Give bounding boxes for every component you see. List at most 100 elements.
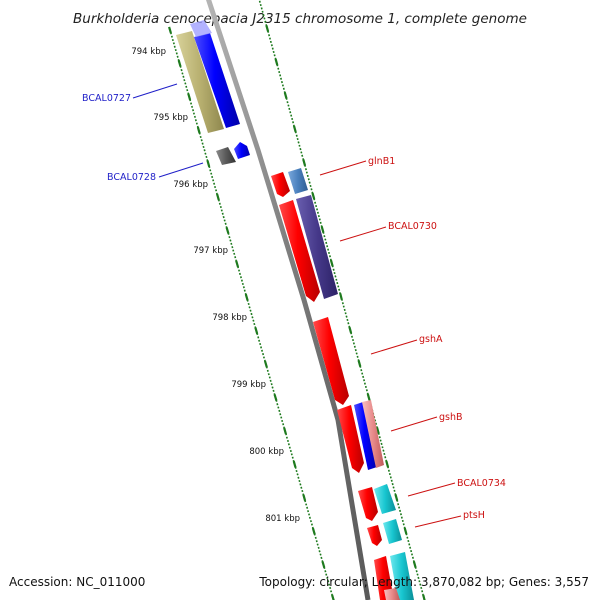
ruler-tick (243, 289, 246, 292)
ruler-tick (296, 473, 299, 476)
gene-label-gshb[interactable]: gshB (439, 412, 463, 423)
ruler-tick (209, 169, 212, 172)
gene-label-ptsh[interactable]: ptsH (463, 510, 485, 521)
ruler-tick (194, 119, 197, 122)
guide-tick (379, 439, 382, 442)
gene-label-bcal0728[interactable]: BCAL0728 (107, 172, 156, 183)
gene-navy-bcal0730[interactable] (296, 195, 338, 299)
ruler-tick (251, 316, 254, 319)
guide-tick (366, 393, 371, 401)
guide-tick (409, 546, 412, 549)
guide-tick (420, 586, 423, 590)
ruler-tick (228, 236, 231, 239)
gene-label-glnb1[interactable]: glnB1 (368, 156, 395, 167)
ruler-tick (259, 342, 262, 346)
gene-red-ptsh[interactable] (367, 525, 382, 546)
ruler-tick (179, 65, 182, 68)
gene-gray-bcal0728[interactable] (216, 147, 236, 165)
guide-tick (262, 13, 265, 17)
guide-tick (353, 345, 356, 348)
ruler-tick (301, 489, 304, 493)
ruler-tick (200, 139, 203, 142)
gene-blue-bcal0727[interactable] (194, 33, 240, 128)
gene-label-bcal0734[interactable]: BCAL0734 (457, 478, 506, 489)
ruler-tick (279, 413, 282, 416)
guide-tick (399, 513, 402, 516)
guide-tick (412, 561, 417, 568)
guide-tick (316, 208, 319, 211)
ruler-tick (317, 546, 320, 549)
gene-cyan-bcal0734[interactable] (374, 484, 396, 514)
guide-tick (350, 332, 353, 335)
ruler-tick (220, 209, 223, 212)
guide-tick (270, 44, 273, 47)
gene-pink-gshb[interactable] (362, 400, 384, 468)
guide-tick (339, 293, 343, 300)
ruler-tick (309, 520, 312, 523)
label-leaders (132, 83, 462, 528)
ruler-tick (196, 126, 201, 134)
gene-cyan-ptsh[interactable] (383, 519, 402, 544)
guide-tick (391, 482, 394, 486)
ruler-tick (169, 32, 172, 35)
ruler-tick (212, 179, 215, 182)
guide-tick (304, 168, 307, 171)
kbp-label: 796 kbp (173, 180, 208, 190)
guide-tick (268, 34, 271, 37)
gene-label-bcal0730[interactable]: BCAL0730 (388, 221, 437, 232)
gene-label-gsha[interactable]: gshA (419, 334, 443, 345)
ruler-tick (221, 212, 224, 215)
ruler-tick (186, 89, 189, 92)
accession-text: Accession: NC_011000 (9, 575, 145, 589)
ruler-tick (225, 227, 230, 234)
gene-pink-bottom[interactable] (384, 588, 400, 600)
gene-red-gsha[interactable] (313, 317, 349, 405)
gene-red-bcal0730[interactable] (279, 200, 320, 302)
guide-tick (274, 58, 279, 66)
guide-tick (411, 556, 414, 559)
guide-tick (415, 570, 418, 573)
gene-blue-gshb[interactable] (354, 402, 377, 470)
gene-label-bcal0727[interactable]: BCAL0727 (82, 93, 131, 104)
guide-tick (334, 275, 337, 278)
guide-tick (276, 64, 279, 67)
ruler-tick (269, 379, 272, 382)
kbp-label: 794 kbp (131, 47, 166, 57)
ruler-tick (323, 566, 326, 570)
ruler-tick (184, 82, 187, 85)
guide-tick (289, 111, 292, 114)
gene-blue-top-cap[interactable] (190, 20, 212, 37)
ruler-tick (177, 59, 182, 67)
guide-tick (345, 315, 348, 318)
guide-tick (272, 50, 275, 54)
gene-red-gshb[interactable] (337, 405, 364, 473)
ruler-tick (314, 536, 317, 539)
ruler-tick (318, 550, 321, 553)
gene-blue-bcal0728-arrow[interactable] (234, 142, 250, 159)
ruler-tick (307, 510, 310, 513)
guide-tick (363, 379, 366, 382)
ruler-tick (320, 556, 323, 560)
guide-tick (280, 77, 283, 80)
ruler-tick (235, 260, 240, 268)
gene-steel-glnb1[interactable] (288, 168, 308, 194)
guide-tick (390, 479, 393, 482)
guide-tick (324, 238, 327, 241)
guide-tick (408, 543, 411, 546)
ruler-tick (319, 553, 322, 556)
ruler-tick (282, 423, 285, 426)
ruler-tick (330, 590, 333, 593)
ruler-tick (190, 102, 193, 105)
gene-red-bcal0734[interactable] (358, 487, 378, 521)
ruler-tick (305, 503, 308, 506)
kbp-label: 797 kbp (193, 246, 228, 256)
ruler-tick (222, 215, 225, 219)
gene-olive[interactable] (176, 31, 224, 133)
ruler-tick (271, 386, 274, 389)
gene-red-bottom[interactable] (374, 556, 394, 600)
ruler-tick (224, 222, 227, 225)
coordinate-ruler (168, 26, 335, 600)
ruler-tick (175, 52, 178, 55)
guide-tick (263, 17, 266, 20)
gene-red-small[interactable] (271, 172, 290, 197)
